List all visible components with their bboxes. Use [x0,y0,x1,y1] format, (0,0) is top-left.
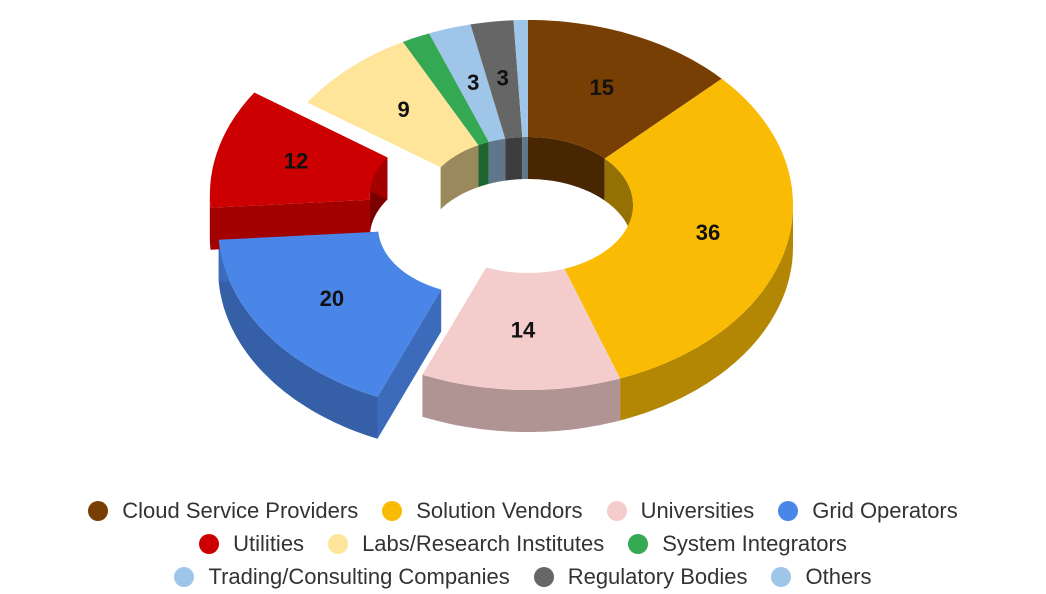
data-label: 14 [511,317,536,342]
inner-wall [604,158,633,247]
outer-wall [422,374,621,432]
slice [528,20,722,159]
inner-wall [505,137,523,181]
legend-item: Others [771,563,872,590]
slice [209,92,388,208]
legend-item: Labs/Research Institutes [328,531,604,557]
slice [429,24,506,142]
legend-item: Cloud Service Providers [88,498,358,524]
slice [422,267,621,390]
data-label: 9 [397,97,409,122]
legend-label: Cloud Service Providers [122,497,359,523]
labels: 15 36 14 20 12 9 3 3 [284,65,720,342]
side-face [377,289,442,439]
legend-label: Regulatory Bodies [567,563,748,589]
legend-item: Trading/Consulting Companies [174,563,510,590]
legend-swatch [382,500,403,521]
inner-wall [522,137,528,180]
slice [470,20,523,139]
inner-wall [440,145,479,210]
data-label: 15 [589,75,613,100]
legend-swatch [328,533,349,554]
slice [513,20,528,138]
legend-swatch [628,533,649,554]
inner-wall [528,137,605,201]
slice [307,41,479,168]
legend-item: Grid Operators [778,498,958,524]
slice [218,231,442,397]
data-label: 20 [320,286,344,311]
legend-row: Trading/Consulting Companies Regulatory B… [0,560,1046,593]
slice [402,33,489,146]
legend-label: System Integrators [662,530,847,556]
data-label: 12 [284,148,308,173]
legend-swatch [199,533,220,554]
legend-swatch [533,566,554,587]
legend-item: Regulatory Bodies [533,563,748,590]
outer-wall [218,239,378,439]
legend: Cloud Service Providers Solution Vendors U… [0,494,1046,593]
inner-wall [488,138,506,184]
outer-wall [620,205,793,421]
legend-swatch [771,566,792,587]
chart: 15 36 14 20 12 9 3 3 [209,20,793,439]
data-label: 3 [497,65,509,90]
legend-row: Cloud Service Providers Solution Vendors U… [0,494,1046,527]
legend-item: Solution Vendors [382,497,583,524]
data-label: 36 [696,220,720,245]
tops [209,20,793,397]
legend-label: Universities [640,497,755,523]
legend-label: Others [805,563,872,589]
legend-item: System Integrators [628,531,847,557]
legend-label: Trading/Consulting Companies [208,563,510,589]
legend-row: Utilities Labs/Research Institutes System … [0,527,1046,560]
legend-swatch [606,500,627,521]
legend-swatch [778,500,799,521]
outer-wall [209,195,211,250]
data-label: 3 [467,70,479,95]
inner-wall [478,141,489,188]
legend-label: Labs/Research Institutes [362,530,605,556]
legend-label: Solution Vendors [416,497,583,523]
legend-item: Utilities [199,531,304,557]
legend-label: Grid Operators [812,497,958,523]
slice [564,78,793,379]
legend-swatch [88,500,109,521]
legend-label: Utilities [233,530,305,556]
legend-item: Universities [606,497,755,524]
legend-swatch [174,566,195,587]
